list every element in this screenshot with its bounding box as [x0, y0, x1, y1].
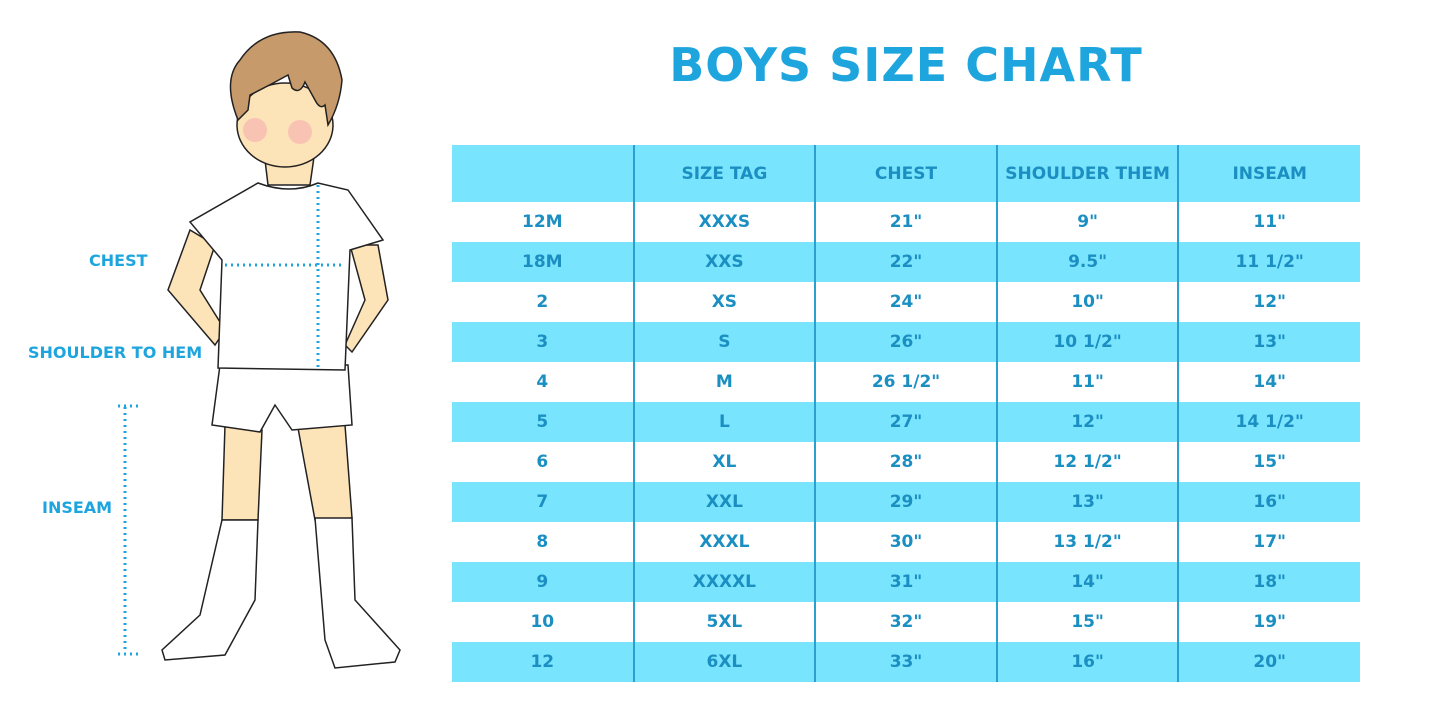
boy-figure-illustration [118, 31, 401, 669]
table-cell: 16" [1177, 482, 1360, 522]
table-cell: 24" [814, 282, 997, 322]
table-cell: 30" [814, 522, 997, 562]
table-cell: 16" [995, 642, 1179, 682]
table-cell: 31" [814, 562, 997, 602]
table-cell: 29" [814, 482, 997, 522]
table-cell: 9" [995, 202, 1179, 242]
table-cell: 12" [995, 402, 1179, 442]
page-title: BOYS SIZE CHART [669, 38, 1143, 92]
column-header: CHEST [814, 145, 997, 202]
table-cell: 28" [814, 442, 997, 482]
table-cell: 13 1/2" [995, 522, 1179, 562]
table-cell: 12 1/2" [995, 442, 1179, 482]
table-cell: 15" [1177, 442, 1360, 482]
table-cell: 22" [814, 242, 997, 282]
table-cell: 7 [452, 482, 634, 522]
table-cell: 8 [536, 532, 549, 552]
table-cell: 6XL [632, 642, 816, 682]
table-cell: 27" [814, 402, 997, 442]
table-cell: 14" [1177, 362, 1360, 402]
table-cell: XXXL [632, 522, 816, 562]
table-row: 7 XXL 29" 13" 16" [452, 482, 1360, 522]
table-cell: 14 1/2" [1177, 402, 1360, 442]
table-cell: 14" [995, 562, 1179, 602]
table-cell: 18M [452, 242, 634, 282]
table-cell: 13" [995, 482, 1179, 522]
table-cell: 26" [814, 322, 997, 362]
table-row: 3 S 26" 10 1/2" 13" [452, 322, 1360, 362]
table-cell: M [632, 362, 816, 402]
column-header: INSEAM [1177, 145, 1360, 202]
table-cell: 12 [452, 642, 634, 682]
table-row: 10 5XL 32" 15" 19" [452, 602, 1360, 642]
table-cell: 17" [1177, 522, 1360, 562]
table-cell: 2 [536, 292, 549, 312]
column-header: SHOULDER THEM [995, 145, 1179, 202]
table-row: 9 XXXXL 31" 14" 18" [452, 562, 1360, 602]
table-row: 12M XXXS 21" 9" 11" [452, 202, 1360, 242]
table-cell: 9.5" [995, 242, 1179, 282]
table-row: 6 XL 28" 12 1/2" 15" [452, 442, 1360, 482]
table-cell: 11 1/2" [1177, 242, 1360, 282]
table-cell: 18" [1177, 562, 1360, 602]
table-header-row: SIZE TAG CHEST SHOULDER THEM INSEAM [452, 145, 1360, 202]
table-cell: 13" [1177, 322, 1360, 362]
table-cell: 4 [536, 372, 549, 392]
table-cell: 32" [814, 602, 997, 642]
table-cell: 12M [522, 212, 563, 232]
table-cell: 11" [1177, 202, 1360, 242]
table-cell: XXXS [632, 202, 816, 242]
table-cell: S [632, 322, 816, 362]
table-cell: 10" [995, 282, 1179, 322]
table-row: 18M XXS 22" 9.5" 11 1/2" [452, 242, 1360, 282]
table-cell: XXL [632, 482, 816, 522]
table-cell: 5XL [632, 602, 816, 642]
size-chart-table: SIZE TAG CHEST SHOULDER THEM INSEAM 12M XXXS… [452, 145, 1360, 682]
table-row: 2 XS 24" 10" 12" [452, 282, 1360, 322]
table-row: 8 XXXL 30" 13 1/2" 17" [452, 522, 1360, 562]
table-cell: 19" [1177, 602, 1360, 642]
table-cell: 11" [995, 362, 1179, 402]
table-cell: 9 [452, 562, 634, 602]
table-row: 5 L 27" 12" 14 1/2" [452, 402, 1360, 442]
table-cell: 5 [452, 402, 634, 442]
table-cell: 10 1/2" [995, 322, 1179, 362]
table-cell: 15" [995, 602, 1179, 642]
column-header [452, 145, 634, 202]
table-cell: L [632, 402, 816, 442]
table-cell: 12" [1177, 282, 1360, 322]
table-cell: 20" [1177, 642, 1360, 682]
column-header: SIZE TAG [632, 145, 816, 202]
table-row: 12 6XL 33" 16" 20" [452, 642, 1360, 682]
table-cell: 10 [530, 612, 555, 632]
table-cell: 33" [814, 642, 997, 682]
table-row: 4 M 26 1/2" 11" 14" [452, 362, 1360, 402]
table-cell: 3 [452, 322, 634, 362]
table-cell: 6 [536, 452, 549, 472]
table-cell: XS [632, 282, 816, 322]
inseam-label: INSEAM [42, 498, 113, 517]
table-cell: 26 1/2" [814, 362, 997, 402]
shoulder-to-hem-label: SHOULDER TO HEM [28, 343, 203, 362]
chest-label: CHEST [89, 251, 148, 270]
table-cell: 21" [814, 202, 997, 242]
table-cell: XL [632, 442, 816, 482]
table-cell: XXS [632, 242, 816, 282]
table-cell: XXXXL [632, 562, 816, 602]
